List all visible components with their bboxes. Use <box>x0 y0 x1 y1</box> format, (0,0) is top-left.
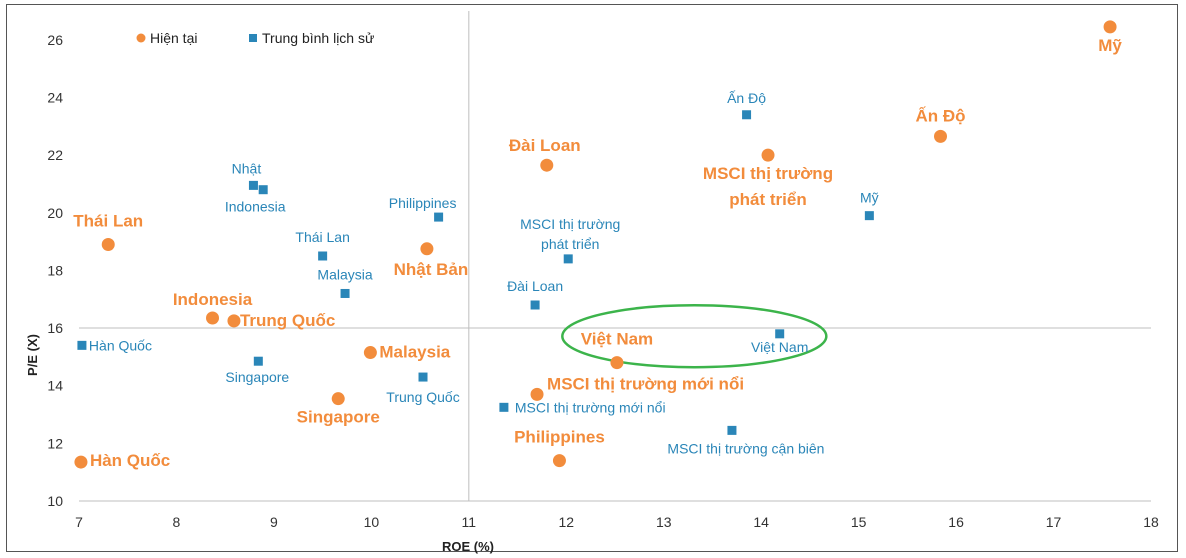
current-point <box>610 356 624 370</box>
historical-point <box>499 402 509 412</box>
current-point <box>331 392 345 406</box>
point-label: Hàn Quốc <box>89 337 152 353</box>
current-point <box>552 454 566 468</box>
point-label: MSCI thị trường mới nổi <box>515 399 666 415</box>
x-axis-title: ROE (%) <box>442 539 494 554</box>
y-axis-ticks: 10 12 14 16 18 20 22 24 26 <box>47 32 63 509</box>
historical-point <box>775 329 785 339</box>
point-label: Singapore <box>297 408 380 427</box>
point-label: Thái Lan <box>295 229 349 245</box>
y-tick-label: 16 <box>47 320 63 336</box>
point-label: Việt Nam <box>581 330 653 349</box>
x-tick-label: 16 <box>948 514 964 530</box>
y-tick-label: 24 <box>47 89 63 105</box>
point-label: Đài Loan <box>507 278 563 294</box>
data-labels: Mỹ Ấn Độ MSCI thị trường phát triển Đài Loan… <box>73 36 1122 470</box>
point-label: Mỹ <box>1098 36 1122 55</box>
x-tick-label: 12 <box>558 514 574 530</box>
y-axis-title: P/E (X) <box>25 334 40 376</box>
x-tick-label: 9 <box>270 514 278 530</box>
x-tick-label: 7 <box>75 514 83 530</box>
point-label: Nhật <box>232 160 262 176</box>
point-label: MSCI thị trường cận biên <box>667 440 824 456</box>
x-tick-label: 17 <box>1046 514 1062 530</box>
highlight-layer <box>561 303 828 369</box>
x-tick-label: 10 <box>364 514 380 530</box>
historical-point <box>418 372 428 382</box>
point-label: Trung Quốc <box>386 389 459 405</box>
point-label: Indonesia <box>225 199 286 215</box>
x-axis-ticks: 7 8 9 10 11 12 13 14 15 16 17 18 <box>75 514 1159 530</box>
x-tick-label: 13 <box>656 514 672 530</box>
legend-historical-marker <box>249 34 257 42</box>
chart-frame <box>6 4 1178 552</box>
x-tick-label: 18 <box>1143 514 1159 530</box>
legend-current-marker <box>136 33 146 43</box>
point-label: Ấn Độ <box>915 106 965 125</box>
point-label: Malaysia <box>379 343 450 362</box>
point-label: Singapore <box>225 369 289 385</box>
historical-point <box>253 356 263 366</box>
y-tick-label: 26 <box>47 32 63 48</box>
y-tick-label: 14 <box>47 378 63 394</box>
x-tick-label: 14 <box>753 514 769 530</box>
current-point <box>227 314 241 328</box>
point-label: Hàn Quốc <box>90 451 170 470</box>
current-point <box>933 129 947 143</box>
point-label: MSCI thị trường phát triển <box>703 164 833 209</box>
historical-point <box>340 288 350 298</box>
reference-lines <box>79 11 1151 502</box>
current-point <box>530 387 544 401</box>
point-label: Trung Quốc <box>240 311 335 330</box>
historical-point <box>318 251 328 261</box>
legend: Hiện tại Trung bình lịch sử <box>136 30 374 46</box>
current-point <box>761 148 775 162</box>
data-points <box>74 20 1117 469</box>
current-point <box>363 346 377 360</box>
point-label: Ấn Độ <box>727 90 766 106</box>
y-tick-label: 20 <box>47 205 63 221</box>
point-label: Đài Loan <box>509 136 581 155</box>
historical-point <box>248 180 258 190</box>
current-point <box>540 158 554 172</box>
historical-point <box>563 254 573 264</box>
historical-point <box>258 185 268 195</box>
current-point <box>74 455 88 469</box>
legend-historical-label: Trung bình lịch sử <box>262 30 374 46</box>
historical-point <box>742 110 752 120</box>
y-tick-label: 22 <box>47 147 63 163</box>
historical-point <box>864 211 874 221</box>
current-point <box>420 242 434 256</box>
current-point <box>1103 20 1117 34</box>
historical-point <box>530 300 540 310</box>
point-label: Philippines <box>514 428 605 447</box>
point-label: Malaysia <box>317 266 372 282</box>
x-tick-label: 11 <box>462 514 477 530</box>
point-label: Việt Nam <box>751 339 808 355</box>
y-tick-label: 10 <box>47 493 63 509</box>
y-tick-label: 12 <box>47 435 63 451</box>
point-label: Nhật Bản <box>394 260 469 279</box>
historical-point <box>727 425 737 435</box>
current-point <box>101 237 115 251</box>
legend-current-label: Hiện tại <box>150 30 197 46</box>
point-label: MSCI thị trường phát triển <box>520 216 620 252</box>
x-tick-label: 15 <box>851 514 867 530</box>
historical-point <box>77 340 87 350</box>
point-label: MSCI thị trường mới nổi <box>547 374 744 393</box>
vietnam-highlight-ellipse <box>561 303 828 369</box>
historical-point <box>434 212 444 222</box>
point-label: Indonesia <box>173 290 253 309</box>
y-tick-label: 18 <box>47 262 63 278</box>
point-label: Philippines <box>389 195 457 211</box>
x-tick-label: 8 <box>173 514 181 530</box>
point-label: Thái Lan <box>73 211 143 230</box>
current-point <box>206 311 220 325</box>
point-label: Mỹ <box>860 190 879 206</box>
